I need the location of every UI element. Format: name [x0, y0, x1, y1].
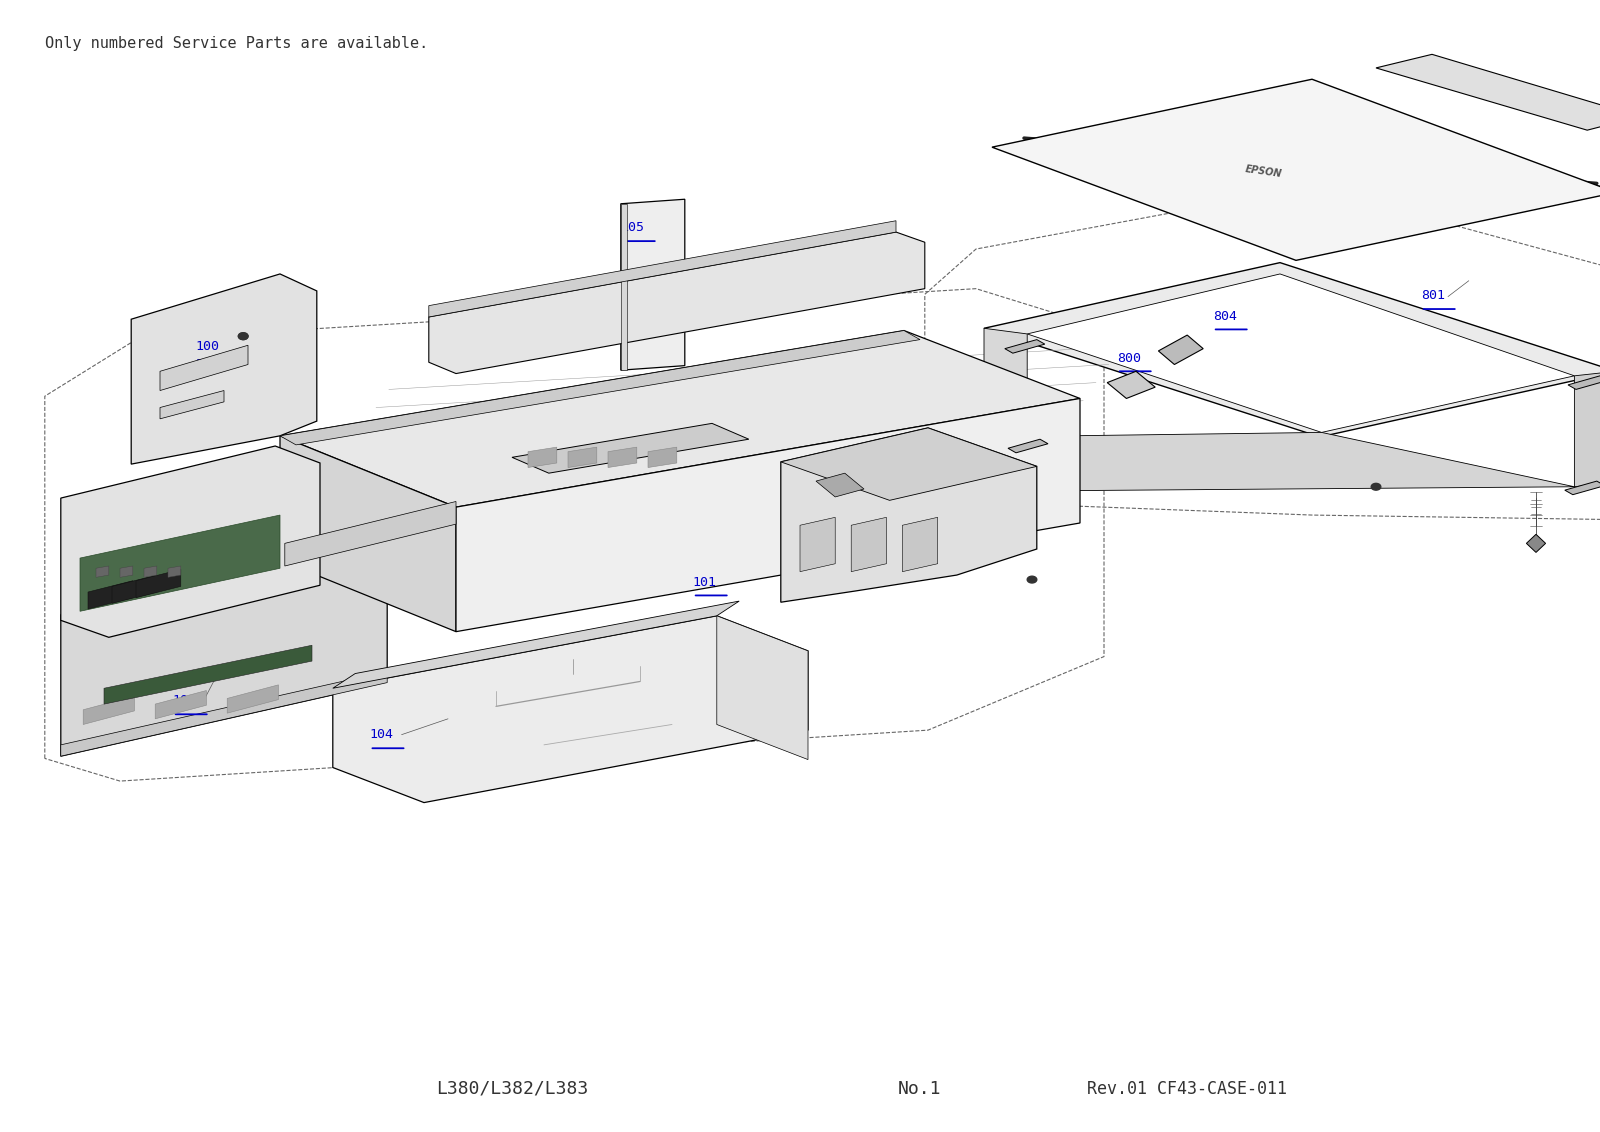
- Polygon shape: [160, 345, 248, 391]
- Polygon shape: [621, 204, 627, 370]
- Polygon shape: [984, 263, 1600, 437]
- Text: No.1: No.1: [898, 1080, 942, 1098]
- Polygon shape: [1027, 274, 1574, 432]
- Polygon shape: [568, 447, 597, 468]
- Polygon shape: [1008, 439, 1048, 453]
- Polygon shape: [280, 331, 920, 445]
- Polygon shape: [155, 691, 206, 719]
- Polygon shape: [648, 447, 677, 468]
- Circle shape: [238, 333, 248, 340]
- Polygon shape: [96, 566, 109, 577]
- Polygon shape: [280, 436, 456, 632]
- Polygon shape: [781, 428, 1037, 602]
- Circle shape: [1371, 483, 1381, 490]
- Polygon shape: [112, 575, 157, 603]
- Polygon shape: [1526, 534, 1546, 552]
- Polygon shape: [902, 517, 938, 572]
- Polygon shape: [61, 541, 387, 756]
- Polygon shape: [800, 517, 835, 572]
- Text: 101: 101: [693, 576, 717, 589]
- Polygon shape: [144, 566, 157, 577]
- Polygon shape: [83, 696, 134, 724]
- Polygon shape: [1574, 371, 1600, 487]
- Polygon shape: [61, 671, 387, 756]
- Text: 105: 105: [621, 222, 645, 234]
- Polygon shape: [851, 517, 886, 572]
- Polygon shape: [1565, 481, 1600, 495]
- Circle shape: [1027, 576, 1037, 583]
- Polygon shape: [80, 515, 280, 611]
- Polygon shape: [1158, 335, 1203, 365]
- Polygon shape: [88, 581, 133, 609]
- Text: 804: 804: [1213, 310, 1237, 323]
- Text: 800: 800: [1117, 352, 1141, 365]
- Polygon shape: [621, 199, 685, 370]
- Polygon shape: [285, 501, 456, 566]
- Polygon shape: [160, 391, 224, 419]
- Text: 104: 104: [370, 729, 394, 741]
- Polygon shape: [1107, 371, 1155, 398]
- Polygon shape: [512, 423, 749, 473]
- Text: Only numbered Service Parts are available.: Only numbered Service Parts are availabl…: [45, 35, 429, 51]
- Polygon shape: [280, 331, 1080, 507]
- Polygon shape: [131, 274, 317, 464]
- Polygon shape: [984, 328, 1027, 443]
- Text: 106: 106: [229, 525, 253, 538]
- Text: 100: 100: [195, 341, 219, 353]
- Polygon shape: [168, 566, 181, 577]
- Polygon shape: [528, 447, 557, 468]
- Polygon shape: [717, 616, 808, 760]
- Polygon shape: [61, 446, 320, 637]
- Polygon shape: [429, 232, 925, 374]
- Polygon shape: [1376, 54, 1600, 130]
- Polygon shape: [608, 447, 637, 468]
- Polygon shape: [1005, 340, 1045, 353]
- Polygon shape: [992, 79, 1600, 260]
- Text: 801: 801: [1421, 290, 1445, 302]
- Polygon shape: [227, 685, 278, 713]
- Polygon shape: [120, 566, 133, 577]
- Polygon shape: [136, 569, 181, 598]
- Text: Rev.01 CF43-CASE-011: Rev.01 CF43-CASE-011: [1088, 1080, 1286, 1098]
- Polygon shape: [104, 645, 312, 704]
- Polygon shape: [333, 601, 739, 688]
- Polygon shape: [1568, 376, 1600, 389]
- Polygon shape: [333, 616, 808, 803]
- Text: 103: 103: [173, 695, 197, 708]
- Polygon shape: [984, 432, 1574, 491]
- Polygon shape: [781, 428, 1037, 500]
- Circle shape: [238, 333, 248, 340]
- Polygon shape: [816, 473, 864, 497]
- Text: EPSON: EPSON: [1245, 164, 1283, 180]
- Polygon shape: [429, 221, 896, 317]
- Polygon shape: [456, 398, 1080, 632]
- Text: L380/L382/L383: L380/L382/L383: [435, 1080, 589, 1098]
